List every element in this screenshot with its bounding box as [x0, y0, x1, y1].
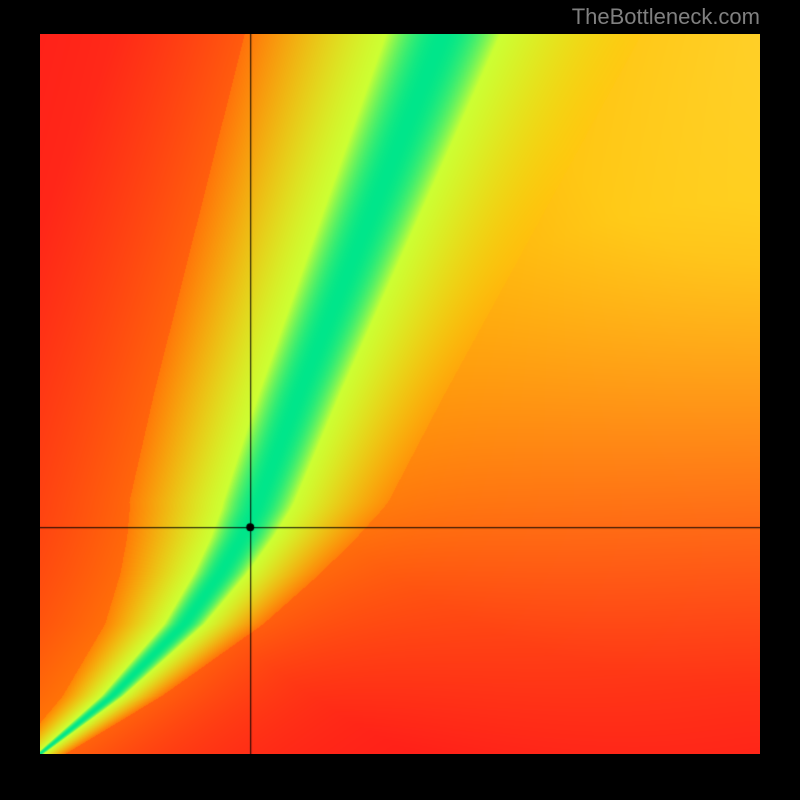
- overlay-canvas: [40, 34, 760, 754]
- plot-area: [40, 34, 760, 754]
- chart-container: TheBottleneck.com: [0, 0, 800, 800]
- watermark-text: TheBottleneck.com: [572, 4, 760, 30]
